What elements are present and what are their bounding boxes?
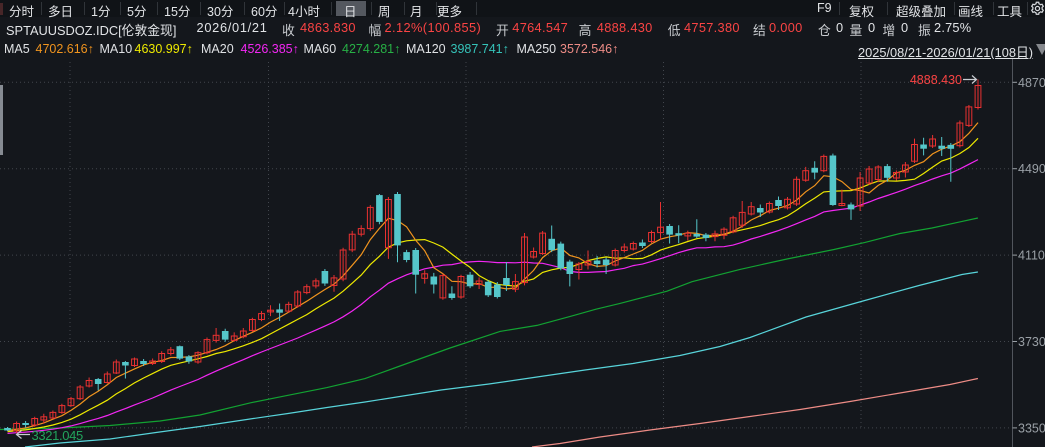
svg-text:4870: 4870: [1018, 76, 1045, 90]
svg-text:4110: 4110: [1018, 249, 1045, 263]
svg-text:4888.430: 4888.430: [910, 73, 962, 87]
svg-text:3730: 3730: [1018, 335, 1045, 349]
svg-text:3350: 3350: [1018, 421, 1045, 435]
svg-text:4490: 4490: [1018, 162, 1045, 176]
svg-text:3321.045: 3321.045: [32, 428, 84, 443]
